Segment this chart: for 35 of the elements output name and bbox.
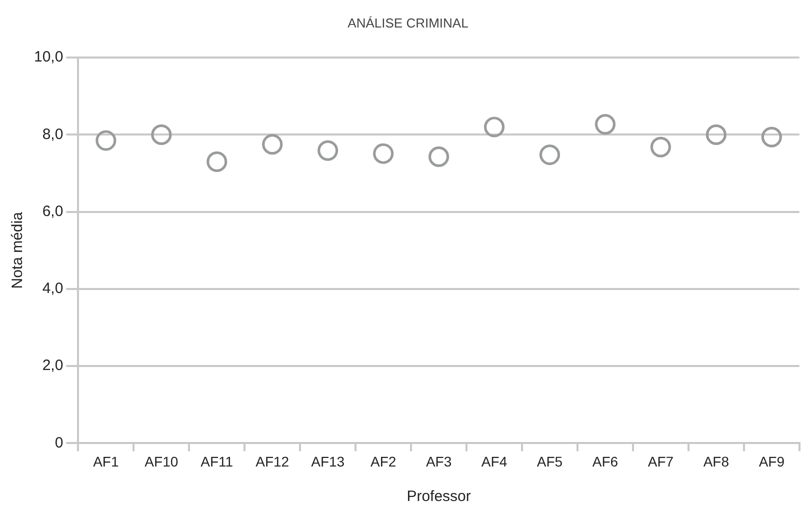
x-tick-label: AF5	[536, 453, 563, 470]
point	[706, 124, 726, 146]
y-tick-label: 0	[54, 434, 64, 452]
point	[539, 144, 560, 166]
point	[262, 134, 283, 155]
y-axis-title: Nota média	[9, 211, 26, 289]
x-tick-label: AF6	[592, 453, 618, 470]
x-tick-label: AF7	[648, 453, 674, 470]
x-axis-title: Professor	[406, 488, 471, 506]
x-tick-label: AF4	[481, 453, 508, 470]
chart-title: ANÁLISE CRIMINAL	[348, 15, 468, 30]
x-tick-label: AF11	[200, 453, 234, 470]
point	[761, 126, 782, 148]
point	[373, 143, 394, 164]
x-tick-label: AF2	[370, 453, 396, 470]
y-tick-label: 8,0	[42, 126, 64, 143]
x-tick-label: AF1	[93, 453, 119, 470]
y-tick-label: 10,0	[34, 48, 64, 66]
point	[96, 130, 116, 151]
x-tick-label: AF8	[703, 453, 730, 470]
y-tick-label: 2,0	[42, 357, 64, 374]
x-tick-label: AF3	[426, 453, 452, 470]
x-tick-label: AF9	[758, 453, 785, 470]
x-tick-label: AF10	[144, 453, 178, 470]
point	[484, 116, 505, 138]
point	[428, 146, 450, 167]
x-tick-label: AF12	[256, 453, 290, 470]
point	[206, 151, 228, 172]
x-tick-label: AF13	[311, 453, 345, 470]
y-tick-label: 4,0	[42, 280, 64, 298]
point	[151, 124, 172, 146]
point	[650, 136, 672, 158]
y-tick-label: 6,0	[42, 202, 64, 220]
point	[318, 140, 338, 161]
point	[594, 114, 616, 135]
